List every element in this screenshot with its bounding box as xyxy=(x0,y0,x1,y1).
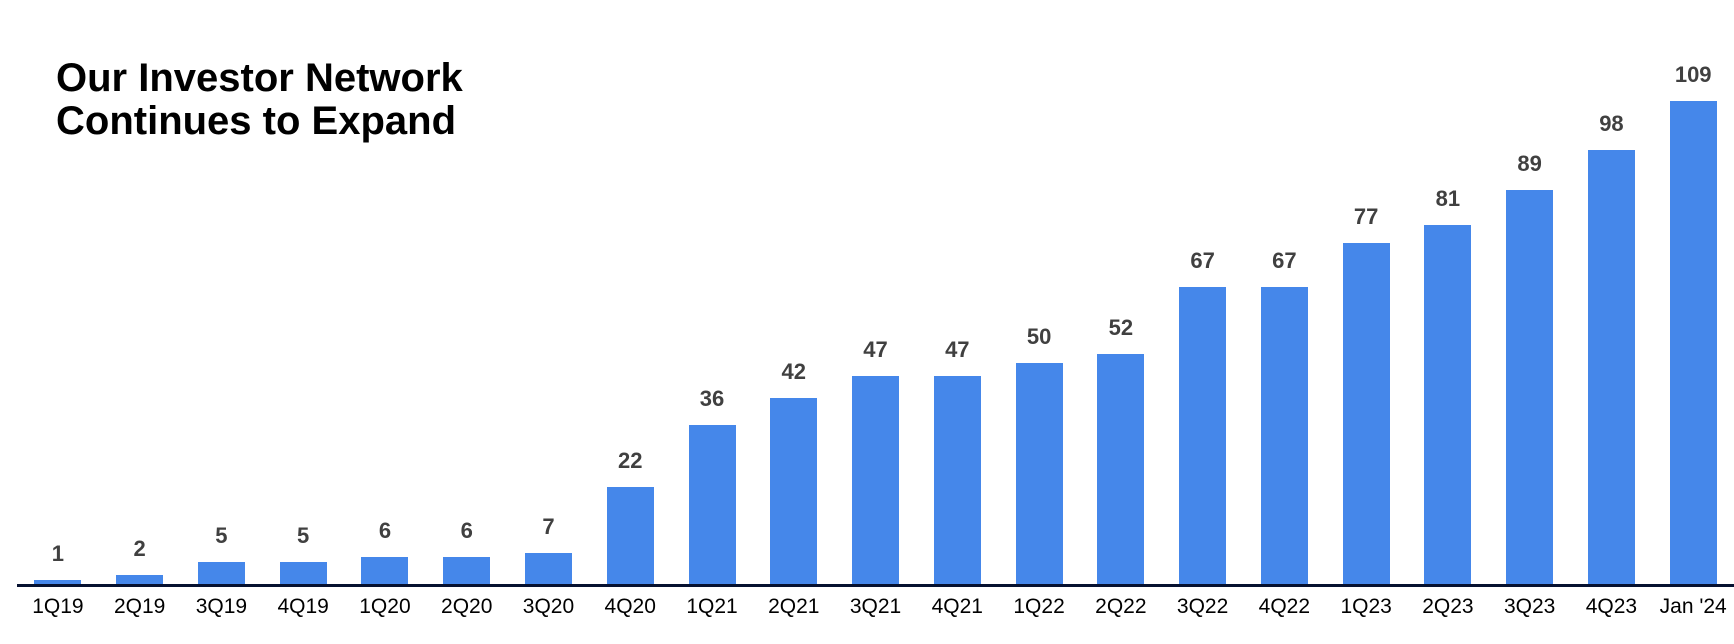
bar-value-label: 7 xyxy=(542,514,555,539)
x-axis-tick-label: 1Q21 xyxy=(686,595,738,618)
x-axis-tick-label: 2Q21 xyxy=(768,595,820,618)
x-axis-tick-label: 3Q22 xyxy=(1176,595,1229,618)
bar-value-label: 109 xyxy=(1674,62,1712,88)
bars-row: 1 2 5 5 6 6 7 22 36 42 47 47 50 52 67 67 77 81 89 98 109 xyxy=(17,0,1734,584)
bar-column: 67 xyxy=(1162,248,1244,584)
bar xyxy=(279,561,327,584)
x-axis-tick-label: 3Q20 xyxy=(522,595,575,618)
bar-column: 98 xyxy=(1571,111,1653,584)
x-axis-tick-label: 3Q21 xyxy=(849,595,902,618)
bar xyxy=(34,579,82,584)
bar-value-label: 50 xyxy=(1026,323,1052,349)
bar-column: 50 xyxy=(998,323,1080,584)
ticks-row: 1Q19 2Q19 3Q19 4Q19 1Q20 2Q20 3Q20 4Q20 1Q21 2Q21… xyxy=(17,595,1734,619)
bar-value-label: 52 xyxy=(1108,314,1134,340)
bar xyxy=(1097,353,1145,584)
bar xyxy=(1587,149,1635,584)
bar-value-label: 5 xyxy=(297,522,310,548)
bar-column: 2 xyxy=(99,536,181,584)
bar-column: 77 xyxy=(1325,204,1407,584)
bar xyxy=(1260,287,1308,584)
bar-value-label: 2 xyxy=(133,536,146,562)
x-axis-tick-label: 4Q20 xyxy=(604,595,656,618)
bar-value-label: 89 xyxy=(1517,150,1542,176)
bar-column: 42 xyxy=(753,359,835,584)
bar-value-label: 77 xyxy=(1353,203,1379,229)
bar-value-label: 81 xyxy=(1435,186,1461,212)
x-axis-tick-label: 2Q20 xyxy=(441,595,493,618)
chart-title-line-2: Continues to Expand xyxy=(56,99,456,143)
x-axis-tick-label: 4Q21 xyxy=(931,595,983,618)
bar-column: 109 xyxy=(1652,62,1734,584)
bar-value-label: 36 xyxy=(699,385,725,411)
x-axis-tick-label: 1Q19 xyxy=(32,595,84,618)
x-axis-tick-label: 2Q23 xyxy=(1422,595,1474,618)
bar-column: 81 xyxy=(1407,186,1489,584)
bar-value-label: 5 xyxy=(215,522,228,548)
bar-column: 1 xyxy=(17,541,99,584)
bar xyxy=(688,424,736,584)
x-axis-tick-label: 1Q23 xyxy=(1340,595,1392,618)
bar-column: 36 xyxy=(671,385,753,584)
x-axis-tick-label: 3Q19 xyxy=(195,595,248,618)
bar-column: 47 xyxy=(835,337,917,584)
chart-title-line-1: Our Investor Network xyxy=(56,56,463,100)
x-axis-tick-label: 4Q23 xyxy=(1585,595,1638,618)
bar xyxy=(606,486,654,584)
x-axis-tick-label: Jan '24 xyxy=(1659,595,1727,618)
bar-value-label: 22 xyxy=(618,447,643,473)
x-axis-tick-label: 2Q22 xyxy=(1095,595,1147,618)
bar-column: 67 xyxy=(1243,248,1325,584)
bar-value-label: 42 xyxy=(781,358,807,384)
bar xyxy=(1669,101,1717,584)
bar-value-label: 98 xyxy=(1599,110,1624,136)
bar-value-label: 67 xyxy=(1190,248,1215,274)
bar xyxy=(197,561,245,584)
bar-column: 89 xyxy=(1489,151,1571,584)
bar xyxy=(1015,362,1063,584)
bar xyxy=(1506,189,1554,584)
bar-value-label: 47 xyxy=(863,336,888,362)
bar xyxy=(1424,225,1472,584)
bar-column: 7 xyxy=(508,514,590,584)
bar-chart-plot: 1 2 5 5 6 6 7 22 36 42 47 47 50 52 67 67 77 81 89 98 109 1Q1… xyxy=(17,0,1734,644)
bar-column: 6 xyxy=(344,518,426,584)
bar xyxy=(1342,242,1390,584)
bar xyxy=(1179,287,1227,584)
bar-column: 47 xyxy=(916,337,998,584)
bar xyxy=(852,375,900,584)
bar-column: 5 xyxy=(262,523,344,584)
bar-column: 6 xyxy=(426,518,508,584)
x-axis-tick-label: 4Q19 xyxy=(277,595,329,618)
bar xyxy=(443,557,491,584)
bar-value-label: 47 xyxy=(945,336,970,362)
bar xyxy=(361,557,409,584)
bar-value-label: 6 xyxy=(460,518,473,544)
bar-value-label: 1 xyxy=(51,540,64,566)
x-axis-tick-label: 1Q20 xyxy=(359,595,411,618)
bar xyxy=(933,375,981,584)
bar xyxy=(770,397,818,584)
chart-title: Our Investor Network Continues to Expand xyxy=(56,57,463,143)
x-axis-tick-label: 3Q23 xyxy=(1503,595,1556,618)
bar-value-label: 6 xyxy=(378,518,392,544)
x-axis-tick-label: 2Q19 xyxy=(113,595,166,618)
x-axis-tick-label: 1Q22 xyxy=(1013,595,1065,618)
x-axis-tick-label: 4Q22 xyxy=(1258,595,1311,618)
bar xyxy=(116,575,164,584)
bar-column: 5 xyxy=(181,523,263,584)
x-axis-line xyxy=(17,584,1734,587)
bar-value-label: 67 xyxy=(1272,248,1297,274)
bar-column: 22 xyxy=(589,447,671,584)
bar-column: 52 xyxy=(1080,315,1162,584)
bar xyxy=(524,553,572,584)
